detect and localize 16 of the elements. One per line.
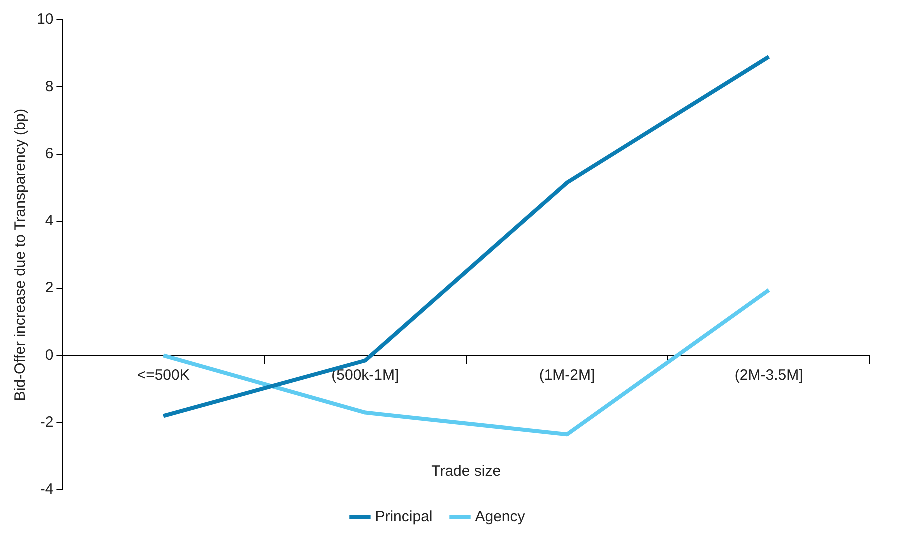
x-tick-label: (2M-3.5M]	[734, 366, 804, 384]
legend-label: Principal	[375, 508, 433, 526]
y-tick-label: 10	[36, 11, 54, 28]
y-tick-label: 0	[45, 346, 54, 364]
y-axis-title: Bid-Offer increase due to Transparency (bp)	[12, 108, 30, 402]
x-tick-label: (1M-2M]	[539, 366, 596, 384]
y-tick-label: 4	[45, 212, 54, 230]
y-tick-label: -2	[40, 414, 54, 431]
y-tick-label: 8	[45, 78, 54, 96]
x-tick-label: <=500K	[137, 366, 190, 384]
y-tick-label: -4	[40, 481, 54, 498]
legend-label: Agency	[475, 508, 526, 526]
x-axis-title: Trade size	[432, 462, 502, 480]
y-tick-label: 2	[45, 280, 54, 297]
x-tick-label: (500k-1M]	[332, 366, 400, 384]
y-tick-label: 6	[45, 145, 54, 162]
